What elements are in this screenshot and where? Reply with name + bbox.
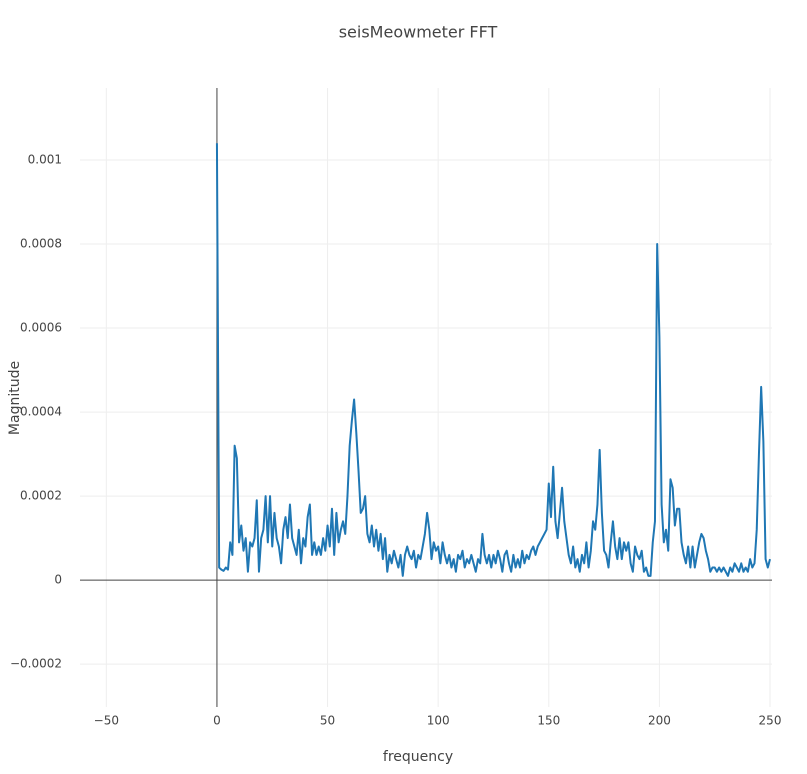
x-tick-label: 50 <box>320 714 335 728</box>
y-tick-label: −0.0002 <box>10 657 62 671</box>
x-tick-label: 100 <box>427 714 450 728</box>
y-tick-label: 0 <box>54 573 62 587</box>
x-tick-label: 200 <box>648 714 671 728</box>
data-line <box>215 143 771 577</box>
y-tick-label: 0.0004 <box>20 405 62 419</box>
x-tick-label: 250 <box>759 714 782 728</box>
y-axis-title: Magnitude <box>7 361 23 435</box>
y-tick-label: 0.001 <box>28 153 62 167</box>
y-tick-label: 0.0008 <box>20 237 62 251</box>
x-tick-label: 0 <box>213 714 221 728</box>
y-tick-label: 0.0006 <box>20 321 62 335</box>
x-axis-title: frequency <box>383 749 453 765</box>
chart-title: seisMeowmeter FFT <box>339 23 498 42</box>
x-tick-label: −50 <box>94 714 119 728</box>
y-tick-label: 0.0002 <box>20 489 62 503</box>
x-tick-label: 150 <box>537 714 560 728</box>
